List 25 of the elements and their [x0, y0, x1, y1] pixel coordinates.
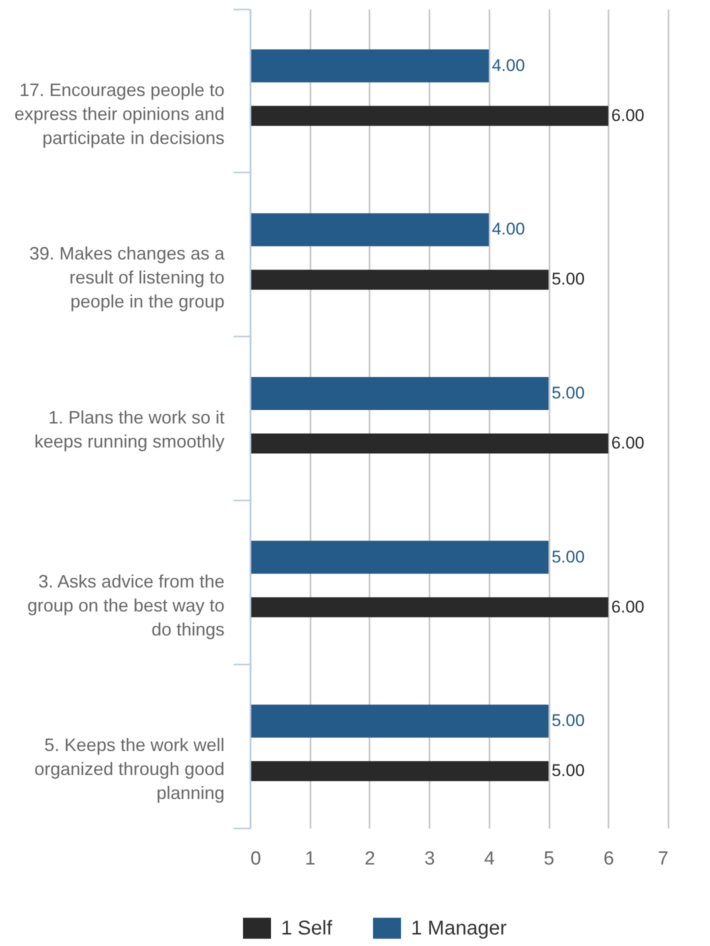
y-tick-label: 17. Encourages people to express their opinions and participate in decisions	[14, 80, 224, 148]
legend-label: 1 Manager	[411, 917, 507, 940]
x-tick-label: 0	[250, 848, 262, 870]
data-label: 5.00	[552, 761, 585, 780]
data-label: 5.00	[552, 270, 585, 289]
data-label: 4.00	[492, 220, 525, 239]
y-tick-label: 3. Asks advice from the group on the best way to do things	[27, 571, 224, 640]
x-tick-label: 3	[424, 848, 435, 870]
x-tick-label: 4	[484, 848, 496, 870]
y-tick-label: 5. Keeps the work well organized through good planning	[34, 735, 224, 804]
x-tick-label: 1	[304, 848, 316, 870]
data-label: 4.00	[492, 56, 525, 75]
x-tick-label: 6	[603, 848, 614, 870]
data-label: 6.00	[611, 597, 644, 616]
legend-label: 1 Self	[281, 917, 333, 940]
data-label: 5.00	[552, 547, 585, 566]
x-tick-label: 5	[544, 848, 554, 870]
data-label: 5.00	[552, 384, 585, 402]
data-label: 6.00	[611, 434, 644, 452]
data-label: 5.00	[552, 711, 585, 730]
y-tick-label: 39. Makes changes as a result of listening to people in the group	[29, 244, 226, 312]
x-tick-label: 7	[658, 848, 668, 870]
y-tick-label: 1. Plans the work so it keeps running smoothly	[34, 408, 224, 452]
x-tick-label: 2	[364, 848, 376, 870]
data-label: 6.00	[611, 106, 644, 125]
